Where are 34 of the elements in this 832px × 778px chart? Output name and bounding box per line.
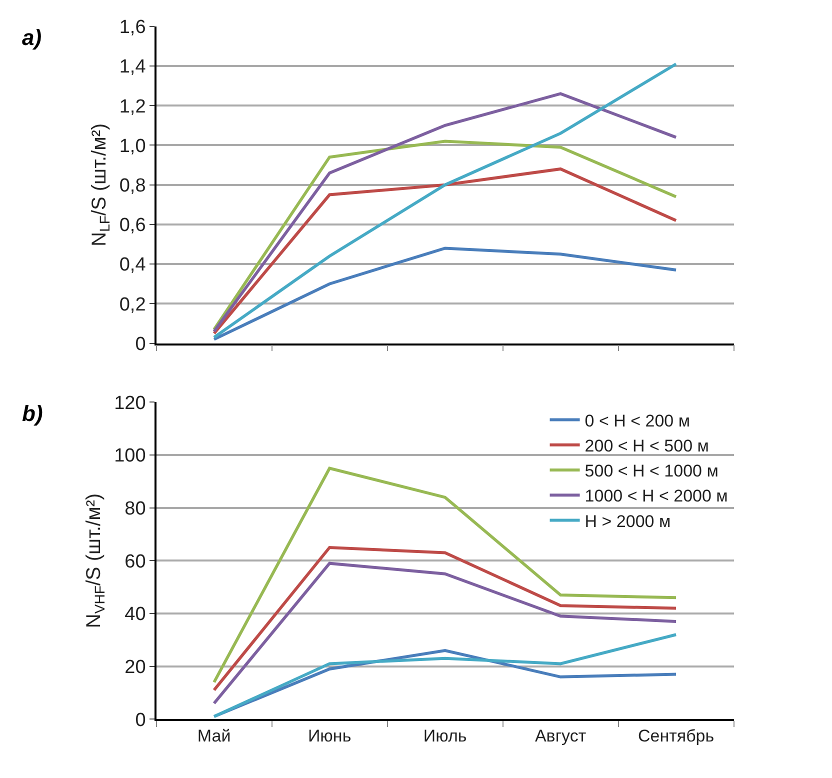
y-tick-label: 0,8 xyxy=(119,175,146,196)
legend-label: H > 2000 м xyxy=(584,512,671,531)
y-tick-label: 1,0 xyxy=(119,136,146,157)
y-tick-label: 40 xyxy=(124,604,146,626)
line-series xyxy=(212,633,678,718)
y-tick-label: 1,4 xyxy=(119,56,146,78)
legend-label: 500 < H < 1000 м xyxy=(584,462,718,481)
x-tick-label: Июнь xyxy=(308,726,352,746)
y-tick-label: 0 xyxy=(135,710,146,731)
y-tick-label: 20 xyxy=(124,656,146,678)
text: a) xyxy=(22,25,42,50)
legend-label: 0 < H < 200 м xyxy=(584,411,690,430)
y-tick-label: 100 xyxy=(114,446,146,467)
legend-label: 1000 < H < 2000 м xyxy=(584,486,728,506)
x-tick-label: Сентябрь xyxy=(638,726,714,746)
x-tick-label: Июль xyxy=(423,726,467,746)
legend-label: 200 < H < 500 м xyxy=(584,436,709,456)
y-tick-label: 0,6 xyxy=(119,215,146,236)
y-tick-label: 1,2 xyxy=(119,96,146,118)
y-tick-label: 0,4 xyxy=(119,254,146,276)
x-tick-label: Август xyxy=(534,726,586,746)
line-series xyxy=(212,546,678,692)
text: b) xyxy=(22,401,43,426)
y-tick-label: 120 xyxy=(114,392,146,414)
y-tick-label: 0,2 xyxy=(119,294,146,316)
y-tick-label: 80 xyxy=(124,498,146,520)
line-series xyxy=(212,167,678,335)
x-tick-label: Май xyxy=(197,726,231,746)
y-tick-label: 60 xyxy=(124,551,146,572)
line-series xyxy=(212,246,678,341)
line-series xyxy=(212,562,678,705)
y-tick-label: 0 xyxy=(135,334,146,355)
y-tick-label: 1,6 xyxy=(119,17,146,38)
line-series xyxy=(212,140,678,331)
